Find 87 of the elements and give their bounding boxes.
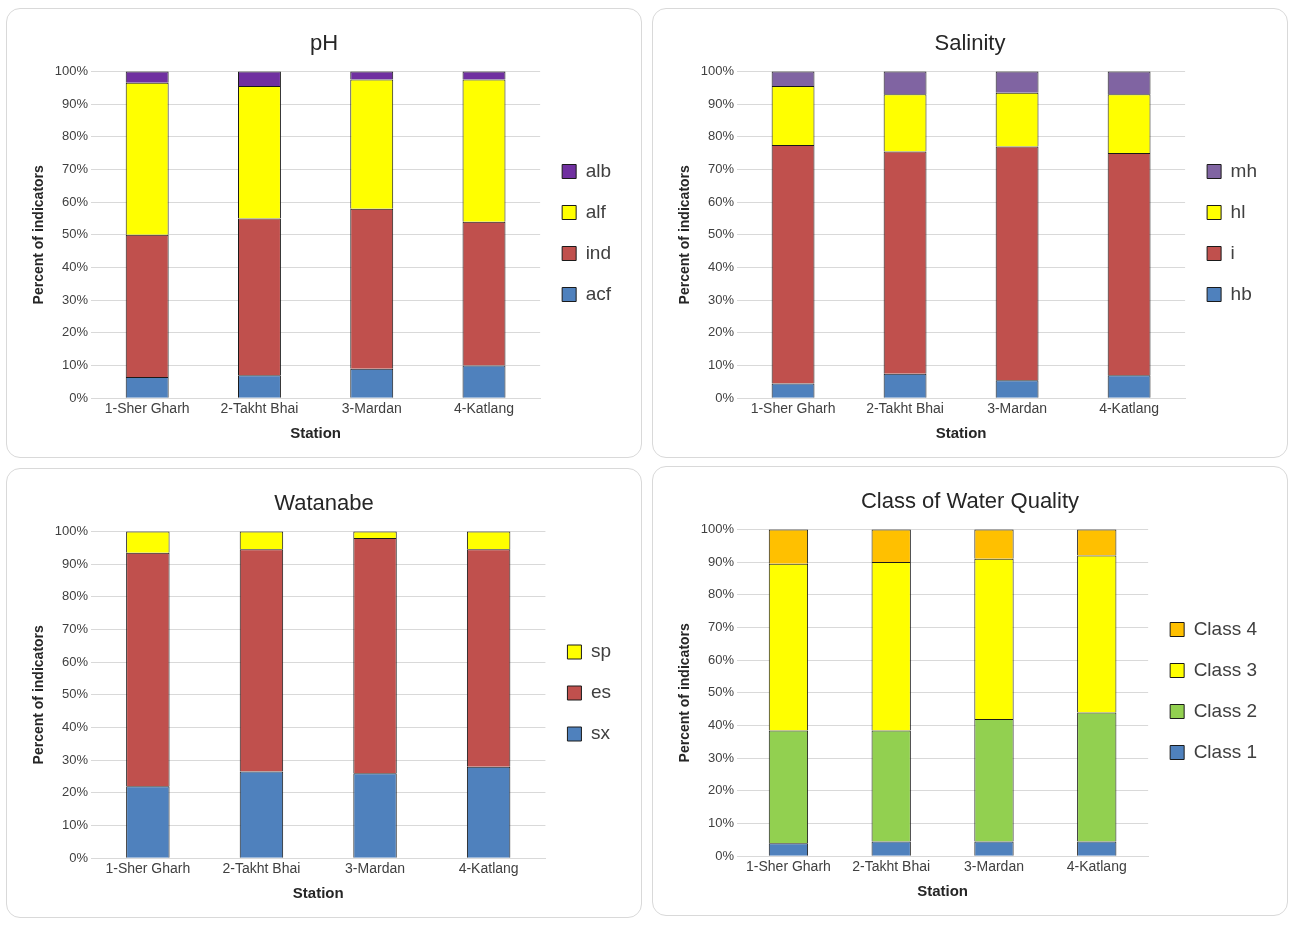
y-tick-label: 30% [708, 291, 735, 307]
y-tick-label: 0% [715, 847, 735, 863]
x-tick-label: 3-Mardan [964, 858, 1024, 875]
y-tick-label: 50% [708, 226, 735, 242]
y-tick-label: 100% [54, 522, 89, 538]
y-axis-title: Percent of indicators [30, 164, 47, 305]
chart-title: pH [309, 30, 339, 56]
legend-label: Class 1 [1193, 740, 1257, 762]
x-axis-title: Station [290, 424, 342, 442]
x-tick-label: 1-Sher Gharh [104, 400, 190, 417]
x-tick-label: 2-Takht Bhai [852, 858, 931, 875]
y-tick-label: 20% [62, 324, 89, 340]
x-tick-label: 4-Katlang [1066, 858, 1127, 875]
legend-label: Class 4 [1193, 617, 1258, 639]
y-tick-label: 40% [708, 259, 735, 275]
y-tick-label: 90% [62, 555, 89, 571]
y-tick-label: 50% [62, 226, 89, 242]
y-tick-label: 30% [62, 751, 89, 767]
y-tick-label: 90% [708, 95, 735, 111]
y-tick-label: 70% [708, 619, 735, 635]
y-axis-title: Percent of indicators [676, 622, 693, 763]
chart-title: Salinity [934, 30, 1006, 56]
legend-label: ind [585, 241, 611, 263]
y-tick-label: 40% [62, 259, 89, 275]
legend-label: i [1230, 241, 1235, 263]
x-tick-label: 1-Sher Gharh [746, 858, 831, 875]
legend-label: sx [590, 722, 611, 744]
y-axis-title: Percent of indicators [676, 164, 693, 305]
y-tick-label: 40% [62, 719, 89, 735]
y-tick-label: 80% [708, 128, 735, 144]
y-tick-label: 90% [708, 553, 735, 569]
y-tick-label: 80% [62, 588, 89, 604]
legend-label: mh [1230, 159, 1258, 181]
legend-label: Class 3 [1193, 658, 1257, 680]
y-tick-label: 100% [54, 62, 89, 78]
chart-title: Watanabe [274, 490, 374, 516]
y-tick-label: 20% [708, 782, 735, 798]
y-tick-label: 70% [62, 621, 89, 637]
x-tick-label: 1-Sher Gharh [750, 400, 836, 417]
x-axis-title: Station [292, 884, 344, 902]
x-tick-label: 4-Katlang [1099, 400, 1160, 417]
x-tick-label: 4-Katlang [458, 860, 519, 877]
legend-label: alb [585, 159, 611, 181]
y-tick-label: 60% [708, 193, 735, 209]
x-tick-label: 2-Takht Bhai [222, 860, 301, 877]
legend-label: hb [1230, 282, 1252, 304]
y-tick-label: 10% [708, 815, 735, 831]
y-tick-label: 60% [62, 193, 89, 209]
y-tick-label: 10% [708, 357, 735, 373]
y-tick-label: 0% [69, 389, 89, 405]
legend-label: es [590, 681, 612, 703]
y-tick-label: 50% [62, 686, 89, 702]
y-tick-label: 20% [708, 324, 735, 340]
y-tick-label: 0% [69, 849, 89, 865]
x-axis-title: Station [917, 882, 969, 900]
x-tick-label: 3-Mardan [345, 860, 405, 877]
y-tick-label: 20% [62, 784, 89, 800]
y-tick-label: 80% [708, 586, 735, 602]
x-tick-label: 3-Mardan [341, 400, 402, 417]
y-tick-label: 100% [700, 520, 735, 536]
x-tick-label: 1-Sher Gharh [105, 860, 191, 877]
x-tick-label: 2-Takht Bhai [220, 400, 299, 417]
y-tick-label: 70% [62, 161, 89, 177]
y-tick-label: 40% [708, 717, 735, 733]
y-tick-label: 50% [708, 684, 735, 700]
y-tick-label: 30% [62, 291, 89, 307]
y-tick-label: 70% [708, 161, 735, 177]
x-tick-label: 4-Katlang [454, 400, 514, 417]
legend-label: hl [1230, 200, 1246, 222]
legend-label: sp [590, 640, 612, 662]
x-tick-label: 3-Mardan [987, 400, 1048, 417]
y-tick-label: 30% [708, 749, 735, 765]
y-tick-label: 80% [62, 128, 89, 144]
y-tick-label: 10% [62, 817, 89, 833]
x-axis-title: Station [935, 424, 987, 442]
x-tick-label: 2-Takht Bhai [866, 400, 944, 417]
y-tick-label: 10% [62, 357, 89, 373]
legend-label: Class 2 [1193, 699, 1257, 721]
legend-label: alf [585, 200, 607, 222]
y-tick-label: 60% [708, 651, 735, 667]
y-tick-label: 60% [62, 653, 89, 669]
y-tick-label: 0% [715, 389, 735, 405]
y-tick-label: 100% [700, 62, 735, 78]
y-axis-title: Percent of indicators [30, 624, 47, 765]
y-tick-label: 90% [62, 95, 89, 111]
chart-title: Class of Water Quality [860, 488, 1080, 514]
legend-label: acf [585, 282, 612, 304]
